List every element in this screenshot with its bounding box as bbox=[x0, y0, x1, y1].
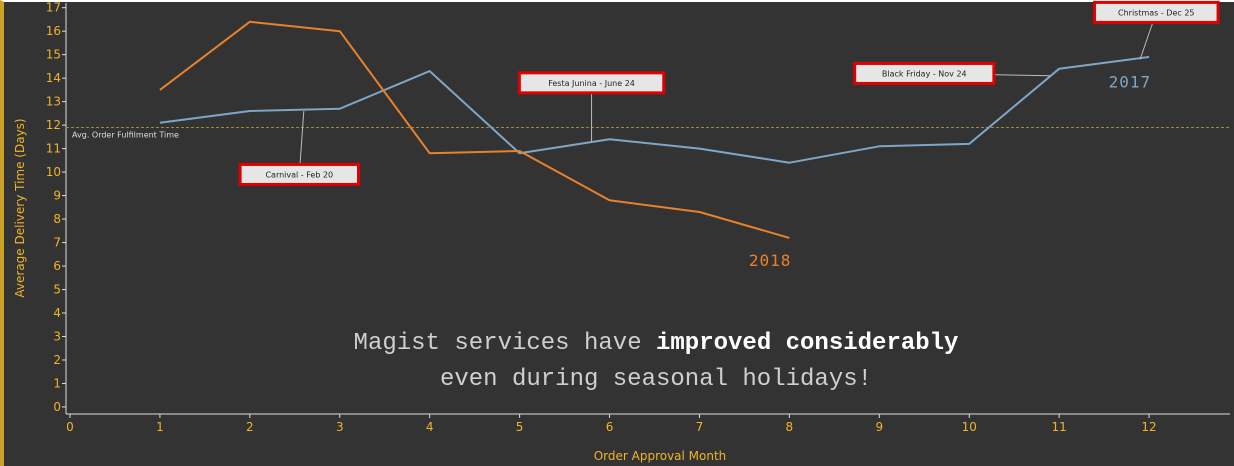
x-tick-label: 11 bbox=[1052, 420, 1067, 434]
y-tick-label: 12 bbox=[46, 118, 61, 132]
y-tick-label: 15 bbox=[46, 48, 61, 62]
y-tick-label: 1 bbox=[53, 376, 61, 390]
y-tick-label: 7 bbox=[53, 236, 61, 250]
annotation-box bbox=[1092, 0, 1220, 24]
avg-fulfilment-label: Avg. Order Fulfilment Time bbox=[72, 130, 179, 139]
series-label-2017: 2017 bbox=[1109, 73, 1152, 92]
x-tick-label: 10 bbox=[962, 420, 977, 434]
annotation-label: Black Friday - Nov 24 bbox=[882, 69, 967, 78]
avg-fulfilment-reference: Avg. Order Fulfilment Time bbox=[66, 126, 1230, 139]
y-tick-label: 2 bbox=[53, 353, 61, 367]
x-tick-label: 9 bbox=[875, 420, 883, 434]
series-labels: 2017 2018 bbox=[749, 73, 1152, 270]
annotation-label: Christmas - Dec 25 bbox=[1118, 8, 1195, 17]
headline-message-line-2: even during seasonal holidays! bbox=[440, 366, 872, 393]
annotation-box bbox=[853, 61, 996, 85]
y-tick-label: 17 bbox=[46, 1, 61, 15]
headline-prefix: Magist services have bbox=[354, 330, 656, 357]
x-tick-label: 3 bbox=[336, 420, 344, 434]
x-tick-label: 5 bbox=[516, 420, 524, 434]
y-tick-label: 5 bbox=[53, 283, 61, 297]
headline-message-line-1: Magist services have improved considerab… bbox=[354, 330, 959, 357]
headline-emphasis: improved considerably bbox=[656, 330, 958, 357]
y-tick-label: 13 bbox=[46, 95, 61, 109]
x-tick-label: 1 bbox=[156, 420, 164, 434]
y-tick-label: 9 bbox=[53, 189, 61, 203]
y-tick-label: 11 bbox=[46, 142, 61, 156]
y-tick-label: 10 bbox=[46, 165, 61, 179]
x-tick-label: 4 bbox=[426, 420, 434, 434]
x-tick-label: 7 bbox=[696, 420, 704, 434]
x-tick-label: 12 bbox=[1141, 420, 1156, 434]
series-line-2018 bbox=[159, 20, 790, 239]
x-tick-label: 2 bbox=[246, 420, 254, 434]
annotation-box bbox=[238, 162, 361, 186]
axes: 0 1 2 3 4 5 6 7 8 9 10 11 12012345678910111213141516… bbox=[46, 1, 1230, 434]
y-tick-label: 0 bbox=[53, 400, 61, 414]
series-line-2017 bbox=[159, 56, 1150, 164]
y-axis-title: Average Delivery Time (Days) bbox=[13, 118, 27, 297]
x-tick-label: 6 bbox=[606, 420, 614, 434]
x-axis-title: Order Approval Month bbox=[594, 449, 727, 463]
y-tick-label: 4 bbox=[53, 306, 61, 320]
y-tick-label: 8 bbox=[53, 212, 61, 226]
annotation-label: Carnival - Feb 20 bbox=[265, 170, 333, 179]
annotations: Carnival - Feb 20 Festa Junina - June 24 B… bbox=[238, 0, 1220, 186]
y-tick-label: 16 bbox=[46, 24, 61, 38]
y-tick-label: 3 bbox=[53, 329, 61, 343]
x-tick-label: 0 bbox=[66, 420, 74, 434]
y-tick-label: 6 bbox=[53, 259, 61, 273]
series-lines bbox=[159, 20, 1150, 239]
series-label-2018: 2018 bbox=[749, 251, 792, 270]
x-tick-label: 8 bbox=[786, 420, 794, 434]
annotation-box bbox=[517, 71, 666, 95]
annotation-label: Festa Junina - June 24 bbox=[548, 79, 635, 88]
y-tick-label: 14 bbox=[46, 71, 61, 85]
